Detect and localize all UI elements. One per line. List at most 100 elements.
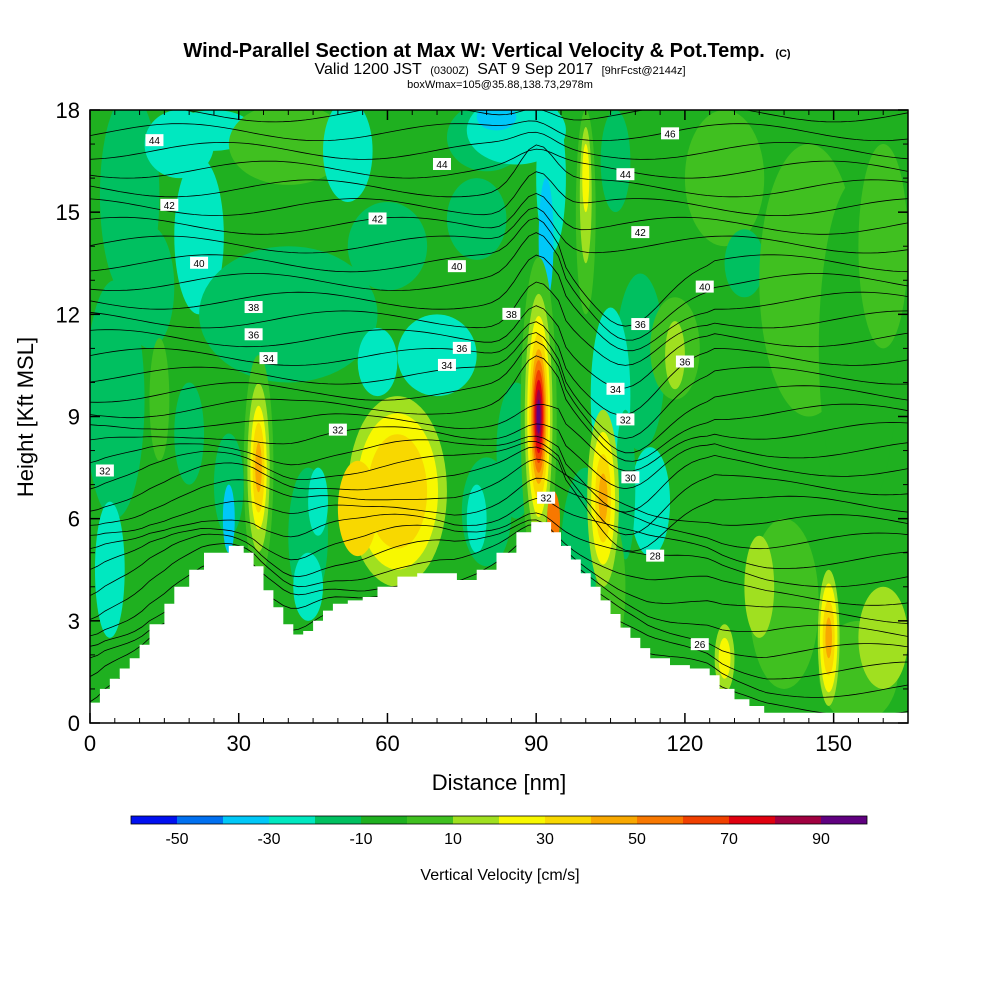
- isentrope: [90, 341, 908, 454]
- velocity-region: [476, 110, 517, 131]
- colorbar-tick-label: 70: [720, 831, 738, 848]
- updraft-cell: [337, 460, 378, 557]
- isentrope-label: 46: [661, 127, 680, 140]
- velocity-region: [665, 321, 685, 390]
- x-tick-label: 30: [226, 731, 250, 756]
- isentrope-label-text: 34: [610, 385, 622, 396]
- isentrope-label-text: 36: [635, 320, 647, 331]
- velocity-region: [397, 314, 477, 397]
- isentrope-label-bg: [606, 382, 625, 395]
- colorbar-swatch: [545, 816, 591, 824]
- velocity-region: [724, 229, 765, 298]
- isentrope: [90, 332, 908, 439]
- isentrope-label-text: 30: [625, 473, 637, 484]
- updraft-cell: [255, 442, 262, 493]
- isentrope-label-bg: [616, 168, 635, 181]
- isentrope-label-text: 32: [541, 494, 553, 505]
- isentrope-label-text: 38: [248, 303, 260, 314]
- isentrope: [90, 148, 908, 179]
- isentrope: [90, 321, 908, 416]
- isentrope-label-bg: [646, 549, 665, 562]
- updraft-cell: [367, 434, 428, 549]
- velocity-region: [174, 382, 205, 485]
- isentrope-label: 36: [631, 318, 650, 331]
- isentrope: [90, 441, 908, 536]
- isentrope: [90, 131, 908, 160]
- colorbar-swatch: [729, 816, 775, 824]
- isentrope-label: 32: [95, 464, 114, 477]
- velocity-region: [94, 501, 125, 638]
- isentrope-label: 40: [695, 280, 714, 294]
- isentrope-label-text: 40: [451, 262, 463, 273]
- colorbar-swatch: [315, 816, 361, 824]
- colorbar-tick-label: 10: [444, 831, 462, 848]
- isentrope-label-bg: [631, 226, 650, 239]
- isentrope-label-bg: [502, 307, 521, 320]
- velocity-region: [357, 327, 398, 397]
- colorbar: -50 -30 -10 10 30 50 70 90: [130, 815, 868, 848]
- colorbar-swatch: [407, 816, 453, 824]
- y-tick-label: 12: [56, 302, 80, 327]
- colorbar-swatch: [821, 816, 867, 824]
- isentrope-label-bg: [244, 328, 263, 341]
- isentrope: [90, 254, 908, 352]
- x-tick-label: 0: [84, 731, 96, 756]
- isentrope-label: 32: [537, 491, 556, 505]
- colorbar-swatch: [453, 816, 499, 824]
- colorbar-tick-label: 30: [536, 831, 554, 848]
- isentrope-label-bg: [616, 413, 635, 426]
- colorbar-tick-label: 50: [628, 831, 646, 848]
- isentrope: [90, 144, 908, 198]
- isentrope: [90, 232, 908, 341]
- isentrope: [90, 171, 908, 217]
- isentrope: [90, 281, 908, 366]
- terrain-silhouette: [90, 522, 908, 723]
- isentrope-label: 28: [646, 549, 665, 563]
- colorbar-frame: [130, 815, 868, 825]
- isentrope: [90, 512, 908, 588]
- isentrope: [90, 446, 908, 552]
- velocity-region: [323, 110, 373, 202]
- isentrope-label: 44: [616, 168, 635, 181]
- isentrope-label-bg: [690, 638, 709, 651]
- isentrope-label-bg: [95, 464, 114, 477]
- isentrope-label-bg: [537, 491, 556, 504]
- y-tick-label: 9: [68, 405, 80, 430]
- isentrope: [90, 458, 908, 526]
- isentrope: [90, 519, 908, 606]
- chart-box-info: boxWmax=105@35.88,138.73,2978m: [407, 79, 593, 91]
- isentrope-label-bg: [437, 358, 456, 371]
- colorbar-tick-label: -50: [165, 831, 188, 848]
- isentrope-label: 38: [502, 307, 521, 321]
- isentrope-label-bg: [447, 260, 466, 273]
- isentrope-label-text: 42: [164, 201, 176, 212]
- colorbar-swatch: [361, 816, 407, 824]
- velocity-region: [858, 144, 908, 349]
- isentrope-label-text: 36: [679, 358, 691, 369]
- isentrope-label: 38: [244, 301, 263, 314]
- y-tick-label: 15: [56, 200, 80, 225]
- chart-subtitle: Valid 1200 JST (0300Z) SAT 9 Sep 2017 [9…: [314, 61, 685, 78]
- colorbar-swatch: [499, 816, 545, 824]
- velocity-region: [199, 246, 378, 383]
- isentrope-label-text: 34: [441, 361, 453, 372]
- velocity-region: [446, 178, 507, 260]
- isentrope: [90, 477, 908, 550]
- velocity-region: [222, 484, 235, 553]
- x-tick-label: 90: [524, 731, 548, 756]
- isentrope-label-text: 40: [194, 259, 206, 270]
- chart-title: Wind-Parallel Section at Max W: Vertical…: [183, 40, 791, 62]
- isentrope-label: 44: [145, 134, 164, 147]
- isentrope-label-bg: [145, 134, 164, 147]
- y-tick-label: 0: [68, 711, 80, 736]
- isentrope-label: 42: [160, 198, 179, 212]
- isentrope-label-text: 36: [456, 344, 468, 355]
- isentrope-label: 36: [452, 341, 471, 355]
- colorbar-swatch: [591, 816, 637, 824]
- x-axis: 0 30 60 90 120 150: [84, 110, 884, 756]
- isentrope: [90, 355, 908, 462]
- colorbar-tick-label: 90: [812, 831, 830, 848]
